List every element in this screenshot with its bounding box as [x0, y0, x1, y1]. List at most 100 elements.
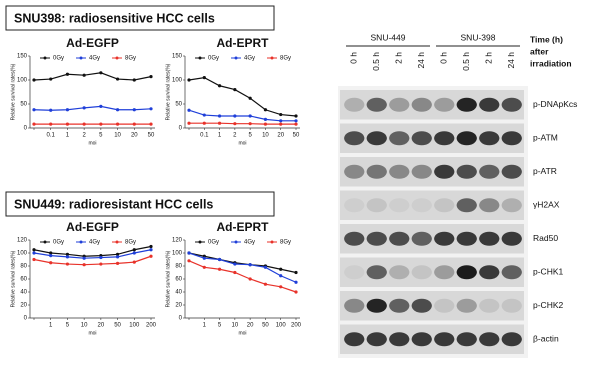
y-tick-label: 120	[17, 238, 28, 244]
blot-band	[411, 131, 432, 146]
blot-band	[434, 164, 455, 179]
legend-marker	[43, 56, 47, 60]
blot-band	[434, 198, 455, 213]
data-point	[263, 122, 268, 126]
data-point	[65, 262, 70, 266]
blot-band	[366, 97, 387, 112]
x-tick-label: 5	[99, 133, 103, 139]
legend-label: 0Gy	[53, 240, 64, 246]
lane-label: 0 h	[439, 52, 449, 64]
data-point	[149, 244, 153, 249]
data-point	[187, 78, 191, 82]
x-axis-label: moi	[88, 140, 96, 146]
blot-band	[479, 231, 500, 246]
data-point	[202, 265, 206, 269]
legend-label: 8Gy	[125, 240, 136, 246]
blot-band	[456, 198, 477, 213]
y-tick-label: 120	[172, 238, 183, 244]
y-tick-label: 80	[20, 264, 27, 270]
blot-band	[411, 231, 432, 246]
row-label: γH2AX	[533, 200, 560, 210]
time-label: Time (h)	[530, 34, 563, 44]
blot-band	[501, 231, 522, 246]
x-tick-label: 50	[148, 133, 155, 139]
legend-label: 0Gy	[208, 240, 219, 246]
row-label: β-actin	[533, 334, 559, 344]
blot-band	[456, 298, 477, 313]
x-tick-label: 10	[232, 323, 239, 329]
blot-band	[501, 131, 522, 146]
data-point	[99, 71, 103, 75]
data-point	[115, 261, 120, 265]
series-line	[188, 76, 297, 117]
legend-marker	[198, 56, 202, 60]
blot-band	[366, 332, 387, 347]
data-point	[217, 267, 222, 271]
data-point	[263, 108, 268, 112]
blot-band	[479, 131, 500, 146]
blot-band	[366, 231, 387, 246]
data-point	[187, 121, 191, 125]
lane-label: 24 h	[416, 52, 426, 69]
legend-label: 4Gy	[244, 56, 255, 62]
y-tick-label: 0	[24, 126, 28, 132]
x-tick-label: 5	[248, 133, 252, 139]
blot-band	[501, 298, 522, 313]
blot-band	[366, 164, 387, 179]
legend-marker	[43, 240, 47, 244]
x-tick-label: 50	[293, 133, 300, 139]
data-point	[233, 270, 237, 275]
legend-marker	[270, 240, 274, 244]
blot-band	[344, 265, 365, 280]
blot-band	[479, 97, 500, 112]
y-axis-label: Relative survival rates(%)	[10, 250, 16, 307]
legend-label: 8Gy	[280, 240, 291, 246]
data-point	[263, 265, 268, 269]
y-tick-label: 50	[175, 102, 182, 108]
x-tick-label: 100	[276, 323, 287, 329]
blot-band	[411, 332, 432, 347]
blot-band	[344, 97, 365, 112]
data-point	[115, 252, 120, 256]
data-point	[132, 251, 136, 255]
legend-label: 0Gy	[208, 56, 219, 62]
row-label: p-ATM	[533, 133, 558, 143]
data-point	[82, 256, 86, 260]
data-point	[149, 122, 153, 126]
legend-marker	[115, 56, 119, 60]
series-line	[33, 255, 152, 266]
blot-band	[501, 198, 522, 213]
data-point	[149, 248, 153, 252]
data-point	[149, 107, 153, 111]
data-point	[49, 261, 53, 265]
blot-band	[479, 298, 500, 313]
y-tick-label: 40	[175, 290, 182, 296]
blot-band	[501, 332, 522, 347]
blot-band	[456, 164, 477, 179]
series-line	[188, 109, 296, 122]
legend-label: 4Gy	[89, 240, 100, 246]
heading: SNU449: radioresistant HCC cells	[14, 197, 213, 211]
x-tick-label: 1	[203, 323, 207, 329]
data-point	[294, 280, 298, 284]
x-tick-label: 5	[218, 323, 222, 329]
data-point	[202, 113, 206, 117]
x-tick-label: 200	[291, 323, 302, 329]
data-point	[279, 267, 283, 271]
data-point	[187, 259, 191, 263]
blot-band	[434, 332, 455, 347]
blot-band	[411, 298, 432, 313]
blot-band	[501, 164, 522, 179]
data-point	[279, 285, 283, 289]
series-line	[188, 260, 297, 293]
blot-band	[344, 131, 365, 146]
x-tick-label: 2	[233, 133, 237, 139]
series-line	[33, 245, 152, 257]
y-axis-label: Relative survival rates(%)	[10, 63, 16, 120]
x-tick-label: 0.1	[47, 133, 56, 139]
data-point	[263, 282, 268, 286]
y-tick-label: 20	[20, 303, 27, 309]
x-tick-label: 20	[277, 133, 284, 139]
heading-box	[5, 5, 275, 31]
group-label: SNU-449	[371, 32, 406, 42]
